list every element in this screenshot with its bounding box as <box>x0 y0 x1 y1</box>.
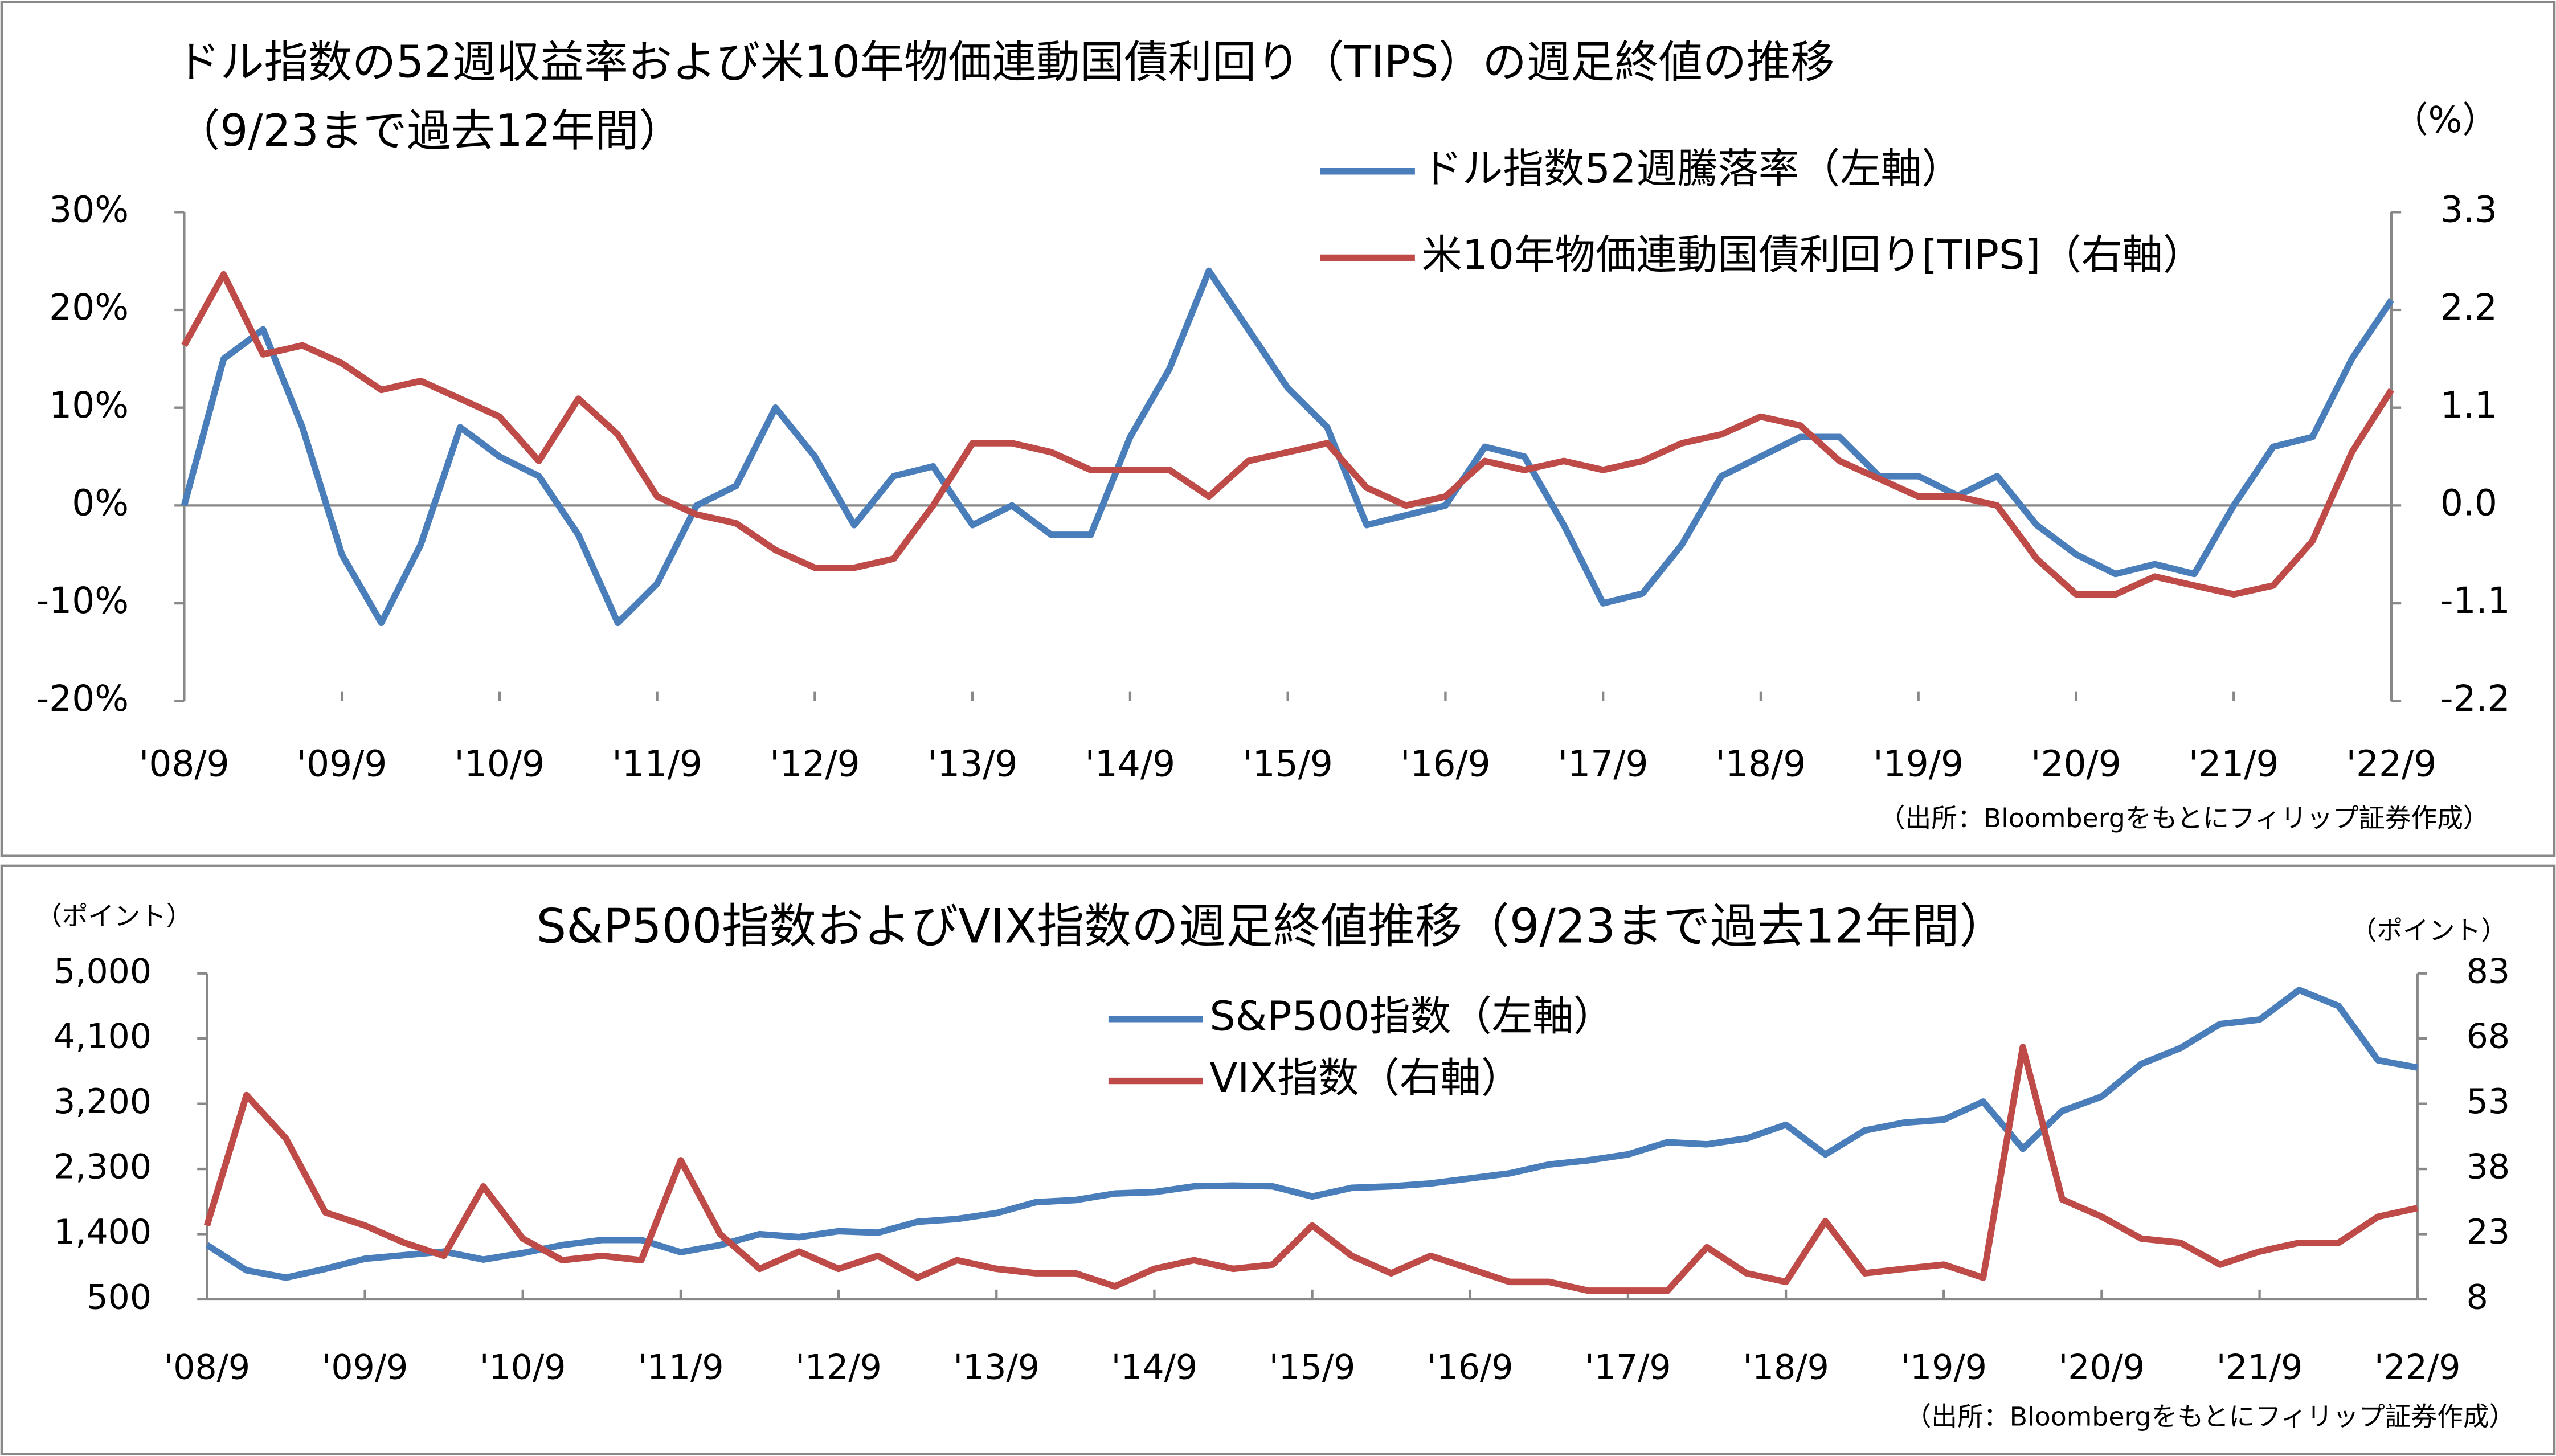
series-line <box>205 987 2418 1281</box>
x-tick-label: '20/9 <box>2031 743 2121 784</box>
y2-tick-label: 0.0 <box>2440 482 2497 523</box>
y-tick-label: 0% <box>72 482 129 523</box>
x-tick-label: '08/9 <box>164 1348 250 1388</box>
y-tick-label: -10% <box>36 580 129 621</box>
y2-tick-label: 2.2 <box>2440 287 2497 328</box>
y2-tick-label: 3.3 <box>2440 189 2497 230</box>
y2-unit: （%） <box>2393 99 2498 141</box>
y-tick-label: 30% <box>49 189 129 230</box>
chart-subtitle: （9/23まで過去12年間） <box>176 105 683 157</box>
x-tick-label: '14/9 <box>1111 1348 1197 1388</box>
y-tick-label: 4,100 <box>54 1017 152 1057</box>
series-line <box>181 267 2394 627</box>
chart-frame <box>0 864 2556 1455</box>
x-tick-label: '14/9 <box>1085 743 1176 784</box>
x-tick-label: '18/9 <box>1743 1348 1829 1388</box>
chart-title: ドル指数の52週収益率および米10年物価連動国債利回り（TIPS）の週足終値の推… <box>176 37 1834 88</box>
x-tick-label: '18/9 <box>1716 743 1806 784</box>
x-tick-label: '22/9 <box>2346 743 2437 784</box>
y2-tick-label: 38 <box>2467 1147 2510 1187</box>
x-tick-label: '19/9 <box>1901 1348 1987 1388</box>
series-line <box>181 271 2394 598</box>
x-tick-label: '12/9 <box>795 1348 881 1388</box>
x-tick-label: '13/9 <box>927 743 1018 784</box>
x-tick-label: '17/9 <box>1558 743 1649 784</box>
x-tick-label: '17/9 <box>1585 1348 1671 1388</box>
legend-label: VIX指数（右軸） <box>1209 1054 1522 1102</box>
source: （出所：Bloombergをもとにフィリップ証券作成） <box>1879 803 2489 833</box>
x-tick-label: '10/9 <box>455 743 545 784</box>
legend-label: S&P500指数（左軸） <box>1209 992 1614 1040</box>
x-tick-label: '08/9 <box>139 743 230 784</box>
y-tick-label: 500 <box>86 1278 152 1318</box>
chart-title: S&P500指数およびVIX指数の週足終値推移（9/23まで過去12年間） <box>537 898 2007 954</box>
x-tick-label: '13/9 <box>954 1348 1040 1388</box>
y2-tick-label: -2.2 <box>2440 678 2510 719</box>
y-tick-label: 5,000 <box>54 951 152 991</box>
x-tick-label: '15/9 <box>1269 1348 1355 1388</box>
x-tick-label: '15/9 <box>1242 743 1333 784</box>
x-tick-label: '16/9 <box>1427 1348 1513 1388</box>
x-tick-label: '12/9 <box>770 743 860 784</box>
y2-tick-label: 68 <box>2467 1017 2510 1057</box>
y2-tick-label: 23 <box>2467 1212 2510 1252</box>
x-tick-label: '11/9 <box>637 1348 723 1388</box>
y2-tick-label: 8 <box>2467 1278 2488 1318</box>
x-tick-label: '21/9 <box>2216 1348 2303 1388</box>
source: （出所：Bloombergをもとにフィリップ証券作成） <box>1905 1401 2516 1432</box>
y2-unit: （ポイント） <box>2350 916 2507 946</box>
y-tick-label: 10% <box>49 385 129 426</box>
y2-tick-label: 1.1 <box>2440 385 2497 426</box>
x-tick-label: '09/9 <box>322 1348 408 1388</box>
chart-frame <box>0 1 2556 857</box>
x-tick-label: '11/9 <box>612 743 702 784</box>
y-tick-label: 20% <box>49 287 129 328</box>
x-tick-label: '10/9 <box>480 1348 566 1388</box>
y2-tick-label: 53 <box>2467 1082 2510 1122</box>
y2-tick-label: -1.1 <box>2440 580 2510 621</box>
x-tick-label: '09/9 <box>297 743 387 784</box>
y-tick-label: 3,200 <box>54 1082 152 1122</box>
legend-label: 米10年物価連動国債利回り[TIPS]（右軸） <box>1421 231 2203 279</box>
x-tick-label: '16/9 <box>1400 743 1491 784</box>
y-tick-label: 1,400 <box>54 1212 152 1252</box>
y2-tick-label: 83 <box>2467 951 2510 991</box>
y-unit: （ポイント） <box>36 901 193 931</box>
y-tick-label: -20% <box>36 678 129 719</box>
series-line <box>203 1044 2418 1294</box>
x-tick-label: '21/9 <box>2189 743 2279 784</box>
y-tick-label: 2,300 <box>54 1147 152 1187</box>
x-tick-label: '19/9 <box>1873 743 1964 784</box>
x-tick-label: '20/9 <box>2059 1348 2145 1388</box>
x-tick-label: '22/9 <box>2374 1348 2460 1388</box>
legend-label: ドル指数52週騰落率（左軸） <box>1421 145 1962 192</box>
